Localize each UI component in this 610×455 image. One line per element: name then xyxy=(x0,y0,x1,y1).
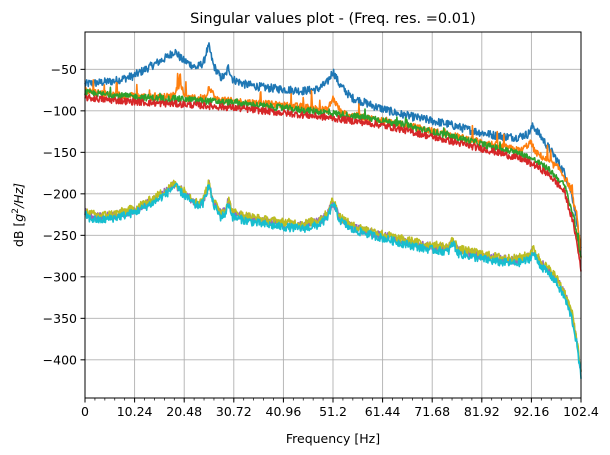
y-tick-label: −100 xyxy=(43,103,77,118)
series-lines xyxy=(84,42,582,379)
x-tick-label: 102.4 xyxy=(563,404,599,419)
y-tick-label: −250 xyxy=(43,228,77,243)
y-tick-label: −300 xyxy=(43,269,77,284)
x-axis-label: Frequency [Hz] xyxy=(286,431,380,446)
y-axis-label-prefix: dB [ xyxy=(11,222,26,247)
x-tick-label: 40.96 xyxy=(266,404,302,419)
chart-title: Singular values plot - (Freq. res. =0.01… xyxy=(190,11,476,27)
series-line xyxy=(84,182,582,379)
series-line xyxy=(84,94,582,272)
y-tick-label: −50 xyxy=(51,62,77,77)
y-axis-label-suffix: /Hz] xyxy=(11,183,26,209)
x-tick-label: 92.16 xyxy=(514,404,550,419)
y-tick-label: −200 xyxy=(43,186,77,201)
y-tick-label: −350 xyxy=(43,311,77,326)
x-tick-label: 71.68 xyxy=(414,404,450,419)
series-line xyxy=(84,42,582,249)
x-tick-label: 30.72 xyxy=(216,404,252,419)
y-axis-label-sup: 2 xyxy=(11,208,21,214)
x-tick-label: 81.92 xyxy=(464,404,500,419)
x-tick-label: 10.24 xyxy=(117,404,153,419)
y-axis-ticks: −50 −100 −150 −200 −250 −300 −350 −400 xyxy=(43,62,85,367)
x-tick-label: 20.48 xyxy=(166,404,202,419)
y-axis-label-math: g xyxy=(11,214,26,222)
x-axis-ticks: 0 10.24 20.48 30.72 40.96 51.2 61.44 71.68 81.92… xyxy=(81,398,599,419)
grid xyxy=(84,32,582,398)
y-tick-label: −150 xyxy=(43,145,77,160)
y-tick-label: −400 xyxy=(43,352,77,367)
x-tick-label: 61.44 xyxy=(365,404,401,419)
y-axis-label: dB [g2/Hz] xyxy=(11,183,26,247)
x-tick-label: 51.2 xyxy=(319,404,347,419)
x-tick-label: 0 xyxy=(81,404,89,419)
series-line xyxy=(84,72,582,259)
